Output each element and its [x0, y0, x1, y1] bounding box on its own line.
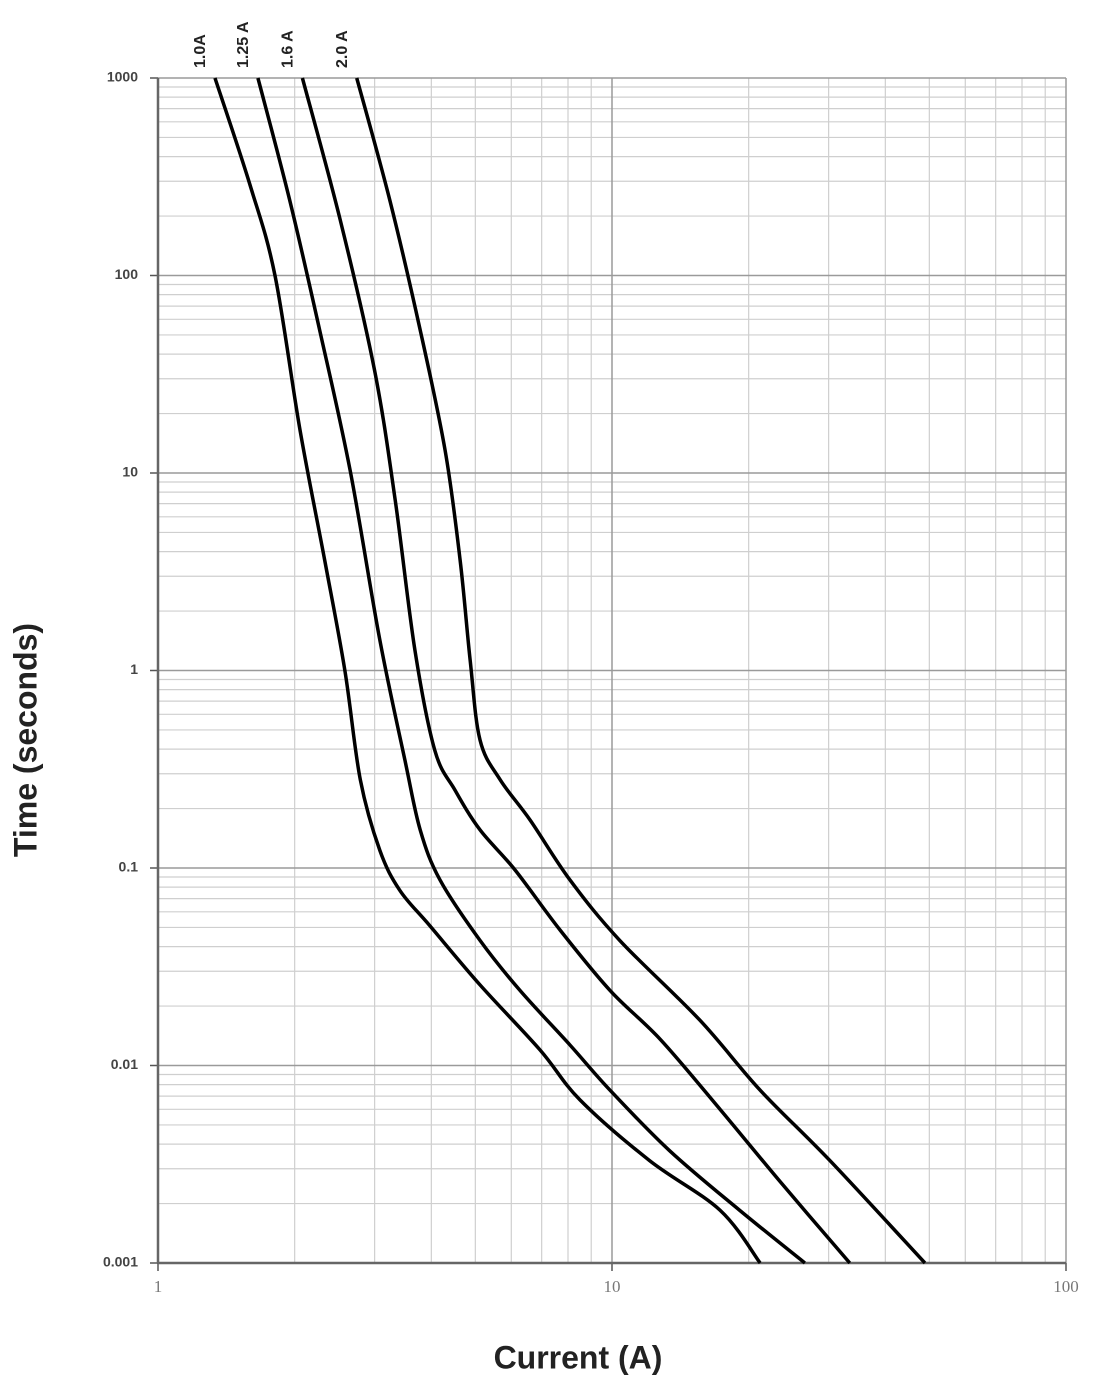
- y-tick-label: 0.001: [103, 1254, 138, 1270]
- y-tick-label: 0.01: [111, 1056, 138, 1072]
- x-tick-label: 100: [1053, 1277, 1079, 1296]
- x-tick-label: 1: [154, 1277, 163, 1296]
- x-tick-label: 10: [604, 1277, 621, 1296]
- x-axis-label: Current (A): [494, 1339, 663, 1375]
- series-label: 2.0 A: [334, 30, 351, 68]
- series-label: 1.6 A: [280, 30, 297, 68]
- series-label: 1.25 A: [235, 21, 252, 68]
- y-tick-label: 1000: [107, 69, 138, 85]
- curve: [355, 77, 927, 1265]
- curve: [300, 77, 852, 1265]
- y-tick-label: 10: [122, 464, 138, 480]
- y-tick-label: 100: [115, 266, 139, 282]
- y-axis-label: Time (seconds): [7, 623, 43, 857]
- y-tick-label: 0.1: [119, 859, 139, 875]
- curve: [213, 77, 762, 1265]
- y-tick-label: 1: [130, 661, 138, 677]
- curve: [256, 77, 806, 1265]
- series-label: 1.0A: [192, 34, 209, 68]
